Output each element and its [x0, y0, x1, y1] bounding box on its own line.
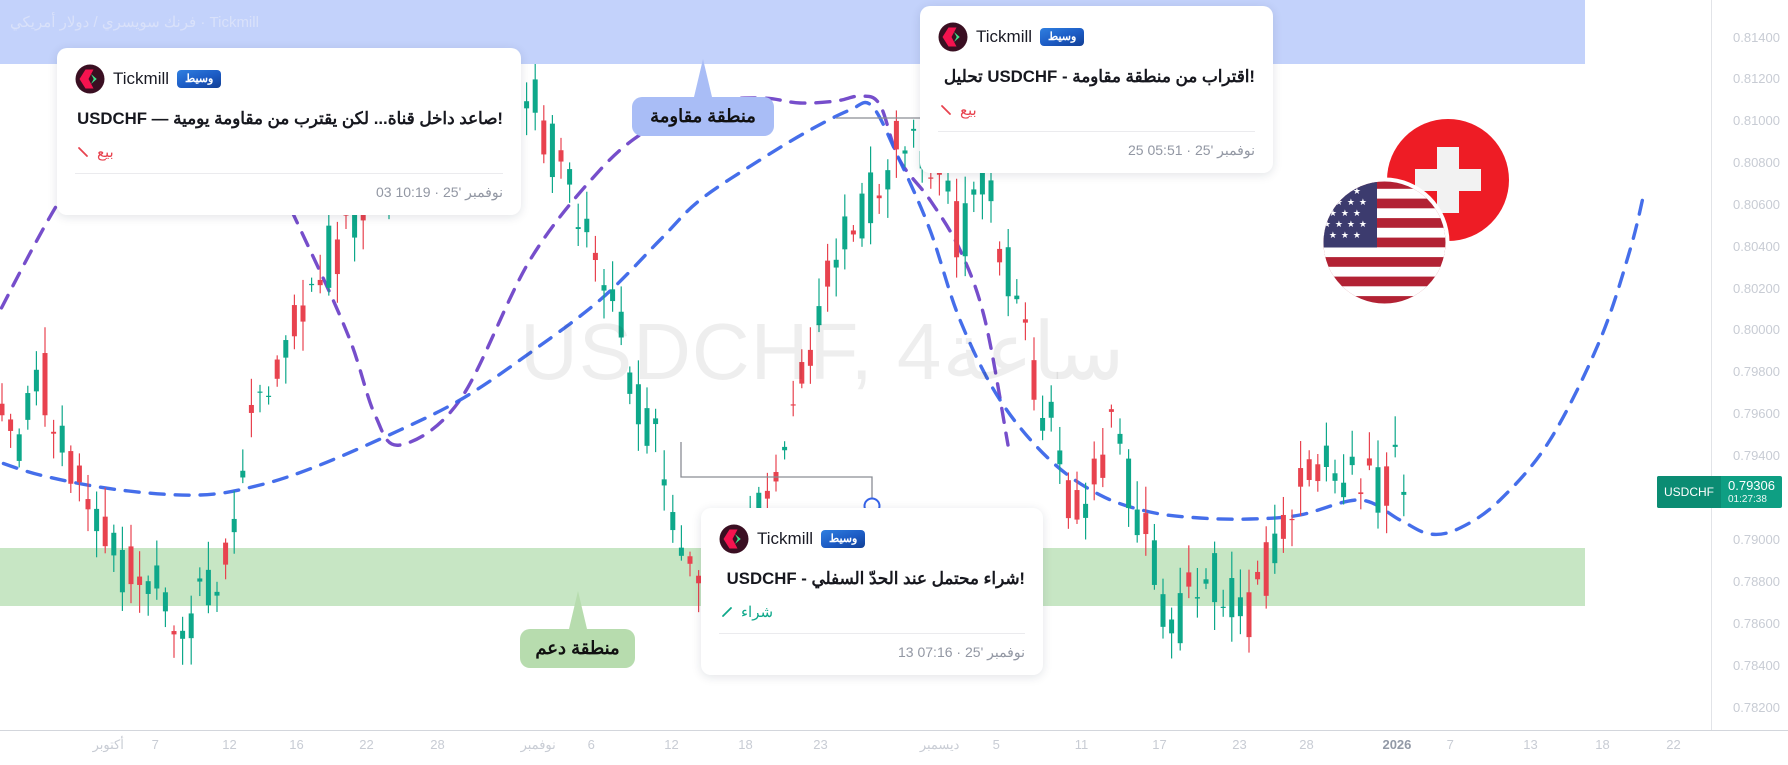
svg-text:★: ★: [1341, 230, 1349, 240]
svg-text:★: ★: [1347, 219, 1355, 229]
svg-text:★: ★: [1329, 186, 1337, 196]
svg-text:★: ★: [1359, 197, 1367, 207]
svg-text:★: ★: [1335, 219, 1343, 229]
svg-text:★: ★: [1347, 197, 1355, 207]
svg-text:★: ★: [1341, 208, 1349, 218]
svg-text:★: ★: [1323, 197, 1331, 207]
svg-text:★: ★: [1319, 186, 1325, 196]
svg-text:★: ★: [1359, 219, 1367, 229]
svg-text:★: ★: [1329, 230, 1337, 240]
svg-text:★: ★: [1353, 208, 1361, 218]
svg-text:★: ★: [1319, 208, 1325, 218]
svg-text:★: ★: [1353, 230, 1361, 240]
